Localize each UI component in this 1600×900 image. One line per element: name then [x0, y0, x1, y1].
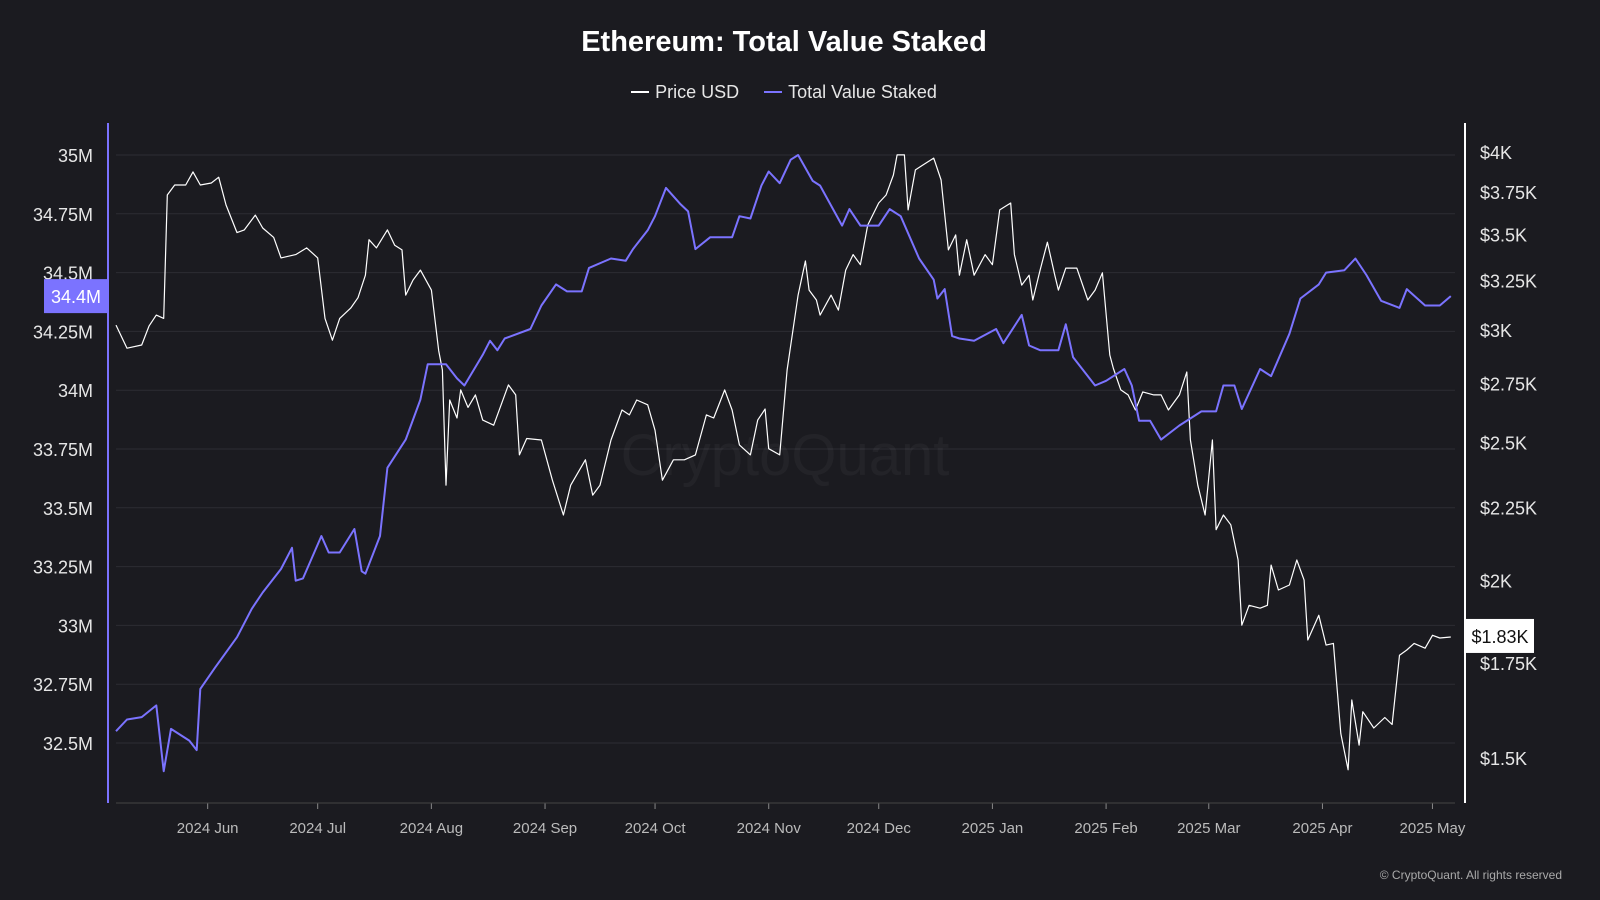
x-tick-label: 2024 Sep	[513, 820, 577, 837]
legend-label-price: Price USD	[655, 81, 740, 102]
series-line-total-value-staked	[115, 154, 1452, 773]
x-tick-label: 2024 Aug	[400, 820, 463, 837]
legend-label-staked: Total Value Staked	[788, 81, 937, 102]
watermark: CryptoQuant	[621, 423, 950, 488]
legend-item-price[interactable]: Price USD	[631, 82, 739, 103]
right-tick-label: $1.75K	[1480, 654, 1537, 674]
current-value-label-price: $1.83K	[1471, 627, 1528, 647]
legend-item-staked[interactable]: Total Value Staked	[764, 82, 937, 103]
legend: Price USD Total Value Staked	[0, 77, 1568, 103]
x-tick-label: 2025 Feb	[1074, 820, 1137, 837]
right-tick-label: $3.25K	[1480, 271, 1537, 291]
left-tick-label: 33.75M	[33, 440, 93, 460]
right-tick-label: $2.5K	[1480, 433, 1527, 453]
x-tick-label: 2024 Nov	[737, 820, 802, 837]
right-tick-label: $4K	[1480, 143, 1512, 163]
x-tick-label: 2025 Jan	[962, 820, 1024, 837]
right-tick-label: $2K	[1480, 571, 1512, 591]
legend-swatch-price	[631, 91, 650, 93]
right-tick-label: $1.5K	[1480, 749, 1527, 769]
left-tick-label: 33M	[58, 616, 93, 636]
right-tick-label: $2.75K	[1480, 375, 1537, 395]
current-value-badge-staked	[44, 279, 108, 314]
left-tick-label: 34.25M	[33, 322, 93, 342]
x-tick-label: 2024 Jul	[289, 820, 346, 837]
series-line-price-usd	[115, 154, 1451, 771]
left-tick-label: 33.25M	[33, 558, 93, 578]
left-tick-label: 34M	[58, 381, 93, 401]
current-value-badge-price	[1466, 618, 1534, 653]
right-tick-label: $3.75K	[1480, 183, 1537, 203]
x-tick-label: 2024 Dec	[847, 820, 912, 837]
legend-swatch-staked	[764, 91, 783, 93]
x-tick-label: 2025 May	[1400, 820, 1466, 837]
right-tick-label: $3.5K	[1480, 226, 1527, 246]
left-tick-label: 34.5M	[43, 264, 93, 284]
x-tick-label: 2025 Apr	[1292, 820, 1352, 837]
x-tick-label: 2025 Mar	[1177, 820, 1240, 837]
left-tick-label: 33.5M	[43, 499, 93, 519]
right-tick-label: $3K	[1480, 321, 1512, 341]
current-value-label-staked: 34.4M	[51, 287, 101, 307]
left-tick-label: 35M	[58, 146, 93, 166]
x-tick-label: 2024 Oct	[625, 820, 687, 837]
chart-title: Ethereum: Total Value Staked	[581, 26, 987, 58]
left-tick-label: 32.75M	[33, 675, 93, 695]
x-tick-label: 2024 Jun	[177, 820, 239, 837]
copyright: © CryptoQuant. All rights reserved	[1379, 868, 1562, 882]
left-tick-label: 34.75M	[33, 205, 93, 225]
left-tick-label: 32.5M	[43, 734, 93, 754]
right-tick-label: $2.25K	[1480, 499, 1537, 519]
